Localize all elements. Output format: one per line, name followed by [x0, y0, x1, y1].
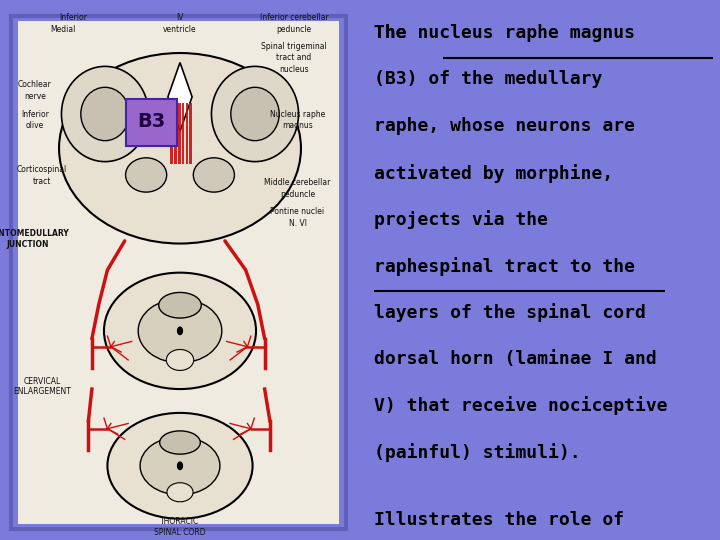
Text: Inferior cerebellar: Inferior cerebellar [260, 13, 328, 22]
Ellipse shape [166, 349, 194, 370]
Ellipse shape [158, 293, 202, 318]
Ellipse shape [59, 53, 301, 244]
Text: ventricle: ventricle [163, 25, 197, 34]
Text: V) that receive nociceptive: V) that receive nociceptive [374, 396, 667, 415]
Text: peduncle: peduncle [276, 25, 312, 34]
Text: raphe, whose neurons are: raphe, whose neurons are [374, 117, 635, 135]
Text: (painful) stimuli).: (painful) stimuli). [374, 443, 581, 462]
FancyBboxPatch shape [17, 21, 339, 524]
Text: peduncle: peduncle [280, 190, 315, 199]
Circle shape [178, 327, 182, 335]
Bar [186, 103, 189, 164]
Ellipse shape [81, 87, 129, 140]
Text: layers of the spinal cord: layers of the spinal cord [374, 303, 646, 322]
Text: dorsal horn (laminae I and: dorsal horn (laminae I and [374, 350, 657, 368]
Text: Medial: Medial [50, 25, 75, 34]
FancyBboxPatch shape [127, 99, 176, 146]
Text: olive: olive [26, 121, 44, 130]
Ellipse shape [167, 483, 193, 502]
Text: tract: tract [32, 177, 51, 186]
Text: magnus: magnus [282, 121, 313, 130]
Text: nerve: nerve [24, 92, 46, 101]
Ellipse shape [125, 158, 167, 192]
Text: projects via the: projects via the [374, 210, 548, 229]
Text: Spinal trigeminal: Spinal trigeminal [261, 42, 327, 51]
Text: nucleus: nucleus [279, 65, 309, 74]
Text: THORACIC
SPINAL CORD: THORACIC SPINAL CORD [154, 517, 206, 537]
Text: B3: B3 [138, 112, 166, 131]
Ellipse shape [231, 87, 279, 140]
Text: Inferior: Inferior [21, 110, 49, 119]
Text: Nucleus raphe: Nucleus raphe [270, 110, 325, 119]
Text: (B3) of the medullary: (B3) of the medullary [374, 71, 603, 89]
Text: The: The [374, 24, 418, 42]
Text: Inferior: Inferior [59, 13, 87, 22]
Text: The nucleus raphe magnus: The nucleus raphe magnus [374, 24, 635, 42]
Bar [178, 103, 181, 164]
Polygon shape [168, 63, 192, 131]
Ellipse shape [107, 413, 253, 519]
Bar [174, 103, 177, 164]
Text: The nucleus raphe magnus: The nucleus raphe magnus [374, 24, 635, 42]
Text: N. VI: N. VI [289, 219, 307, 228]
Ellipse shape [104, 273, 256, 389]
Text: activated by morphine,: activated by morphine, [374, 164, 613, 183]
Text: Illustrates the role of: Illustrates the role of [374, 511, 624, 529]
Text: Middle cerebellar: Middle cerebellar [264, 178, 330, 187]
Text: raphespinal tract to the: raphespinal tract to the [374, 256, 635, 276]
Ellipse shape [193, 158, 235, 192]
Bar [189, 103, 192, 164]
Text: Pontine nuclei: Pontine nuclei [271, 207, 325, 217]
FancyBboxPatch shape [11, 16, 346, 529]
Ellipse shape [138, 299, 222, 363]
Text: JUNCTION: JUNCTION [6, 240, 49, 249]
Ellipse shape [160, 431, 200, 454]
Bar [181, 103, 184, 164]
Text: Corticospinal: Corticospinal [17, 165, 67, 174]
Text: tract and: tract and [276, 53, 312, 63]
Ellipse shape [212, 66, 299, 161]
Ellipse shape [140, 437, 220, 495]
Text: CERVICAL
ENLARGEMENT: CERVICAL ENLARGEMENT [13, 377, 71, 396]
Bar [171, 103, 173, 164]
Text: IV: IV [176, 13, 184, 22]
Ellipse shape [61, 66, 148, 161]
Text: Cochlear: Cochlear [18, 80, 52, 90]
Text: PONTOMEDULLARY: PONTOMEDULLARY [0, 228, 69, 238]
Circle shape [178, 462, 182, 469]
